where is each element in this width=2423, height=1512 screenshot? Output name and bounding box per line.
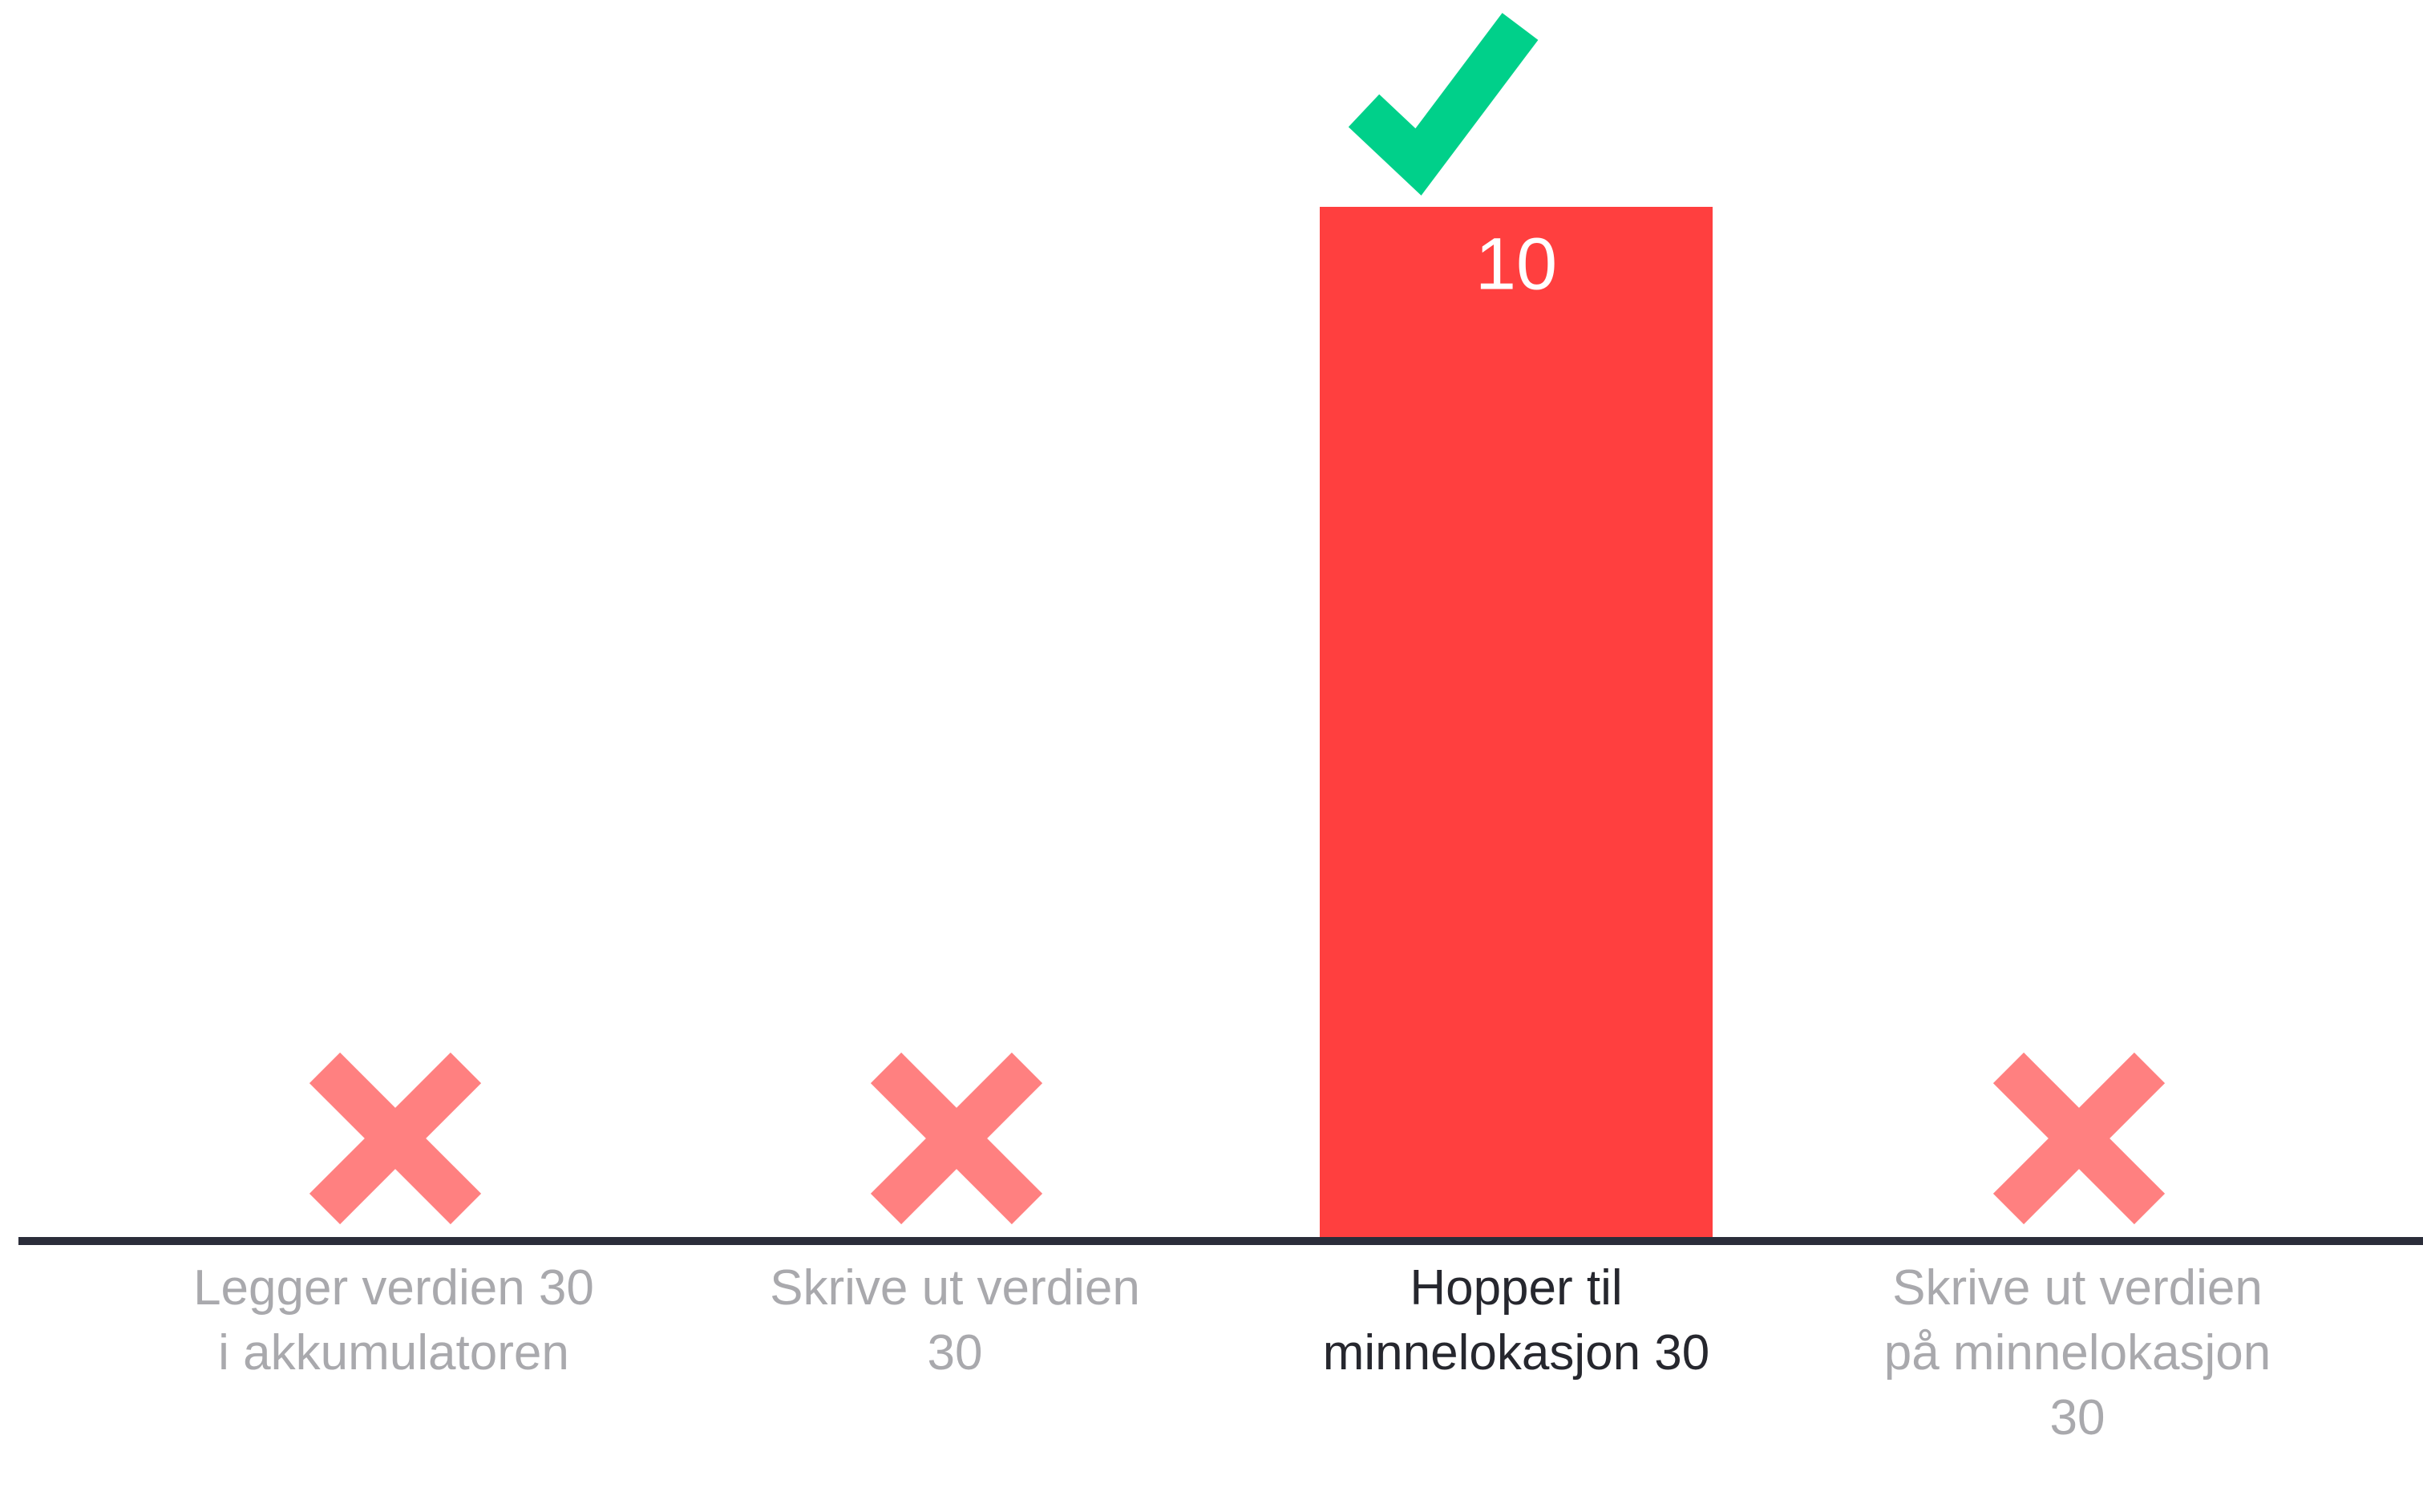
correct-check	[1348, 13, 1539, 196]
answer-label: Hopper til minnelokasjon 30	[1322, 1260, 1710, 1381]
wrong-cross	[1992, 1052, 2166, 1225]
answer-label: Skrive ut verdien på minnelokasjon 30	[1883, 1260, 2271, 1445]
answer-label: Legger verdien 30 i akkumulatoren	[193, 1260, 594, 1381]
wrong-cross	[870, 1052, 1043, 1225]
answer-label: Skrive ut verdien 30	[770, 1260, 1140, 1381]
bar-value-label: 10	[1475, 223, 1557, 305]
bar	[1320, 207, 1713, 1239]
wrong-cross	[309, 1052, 482, 1225]
